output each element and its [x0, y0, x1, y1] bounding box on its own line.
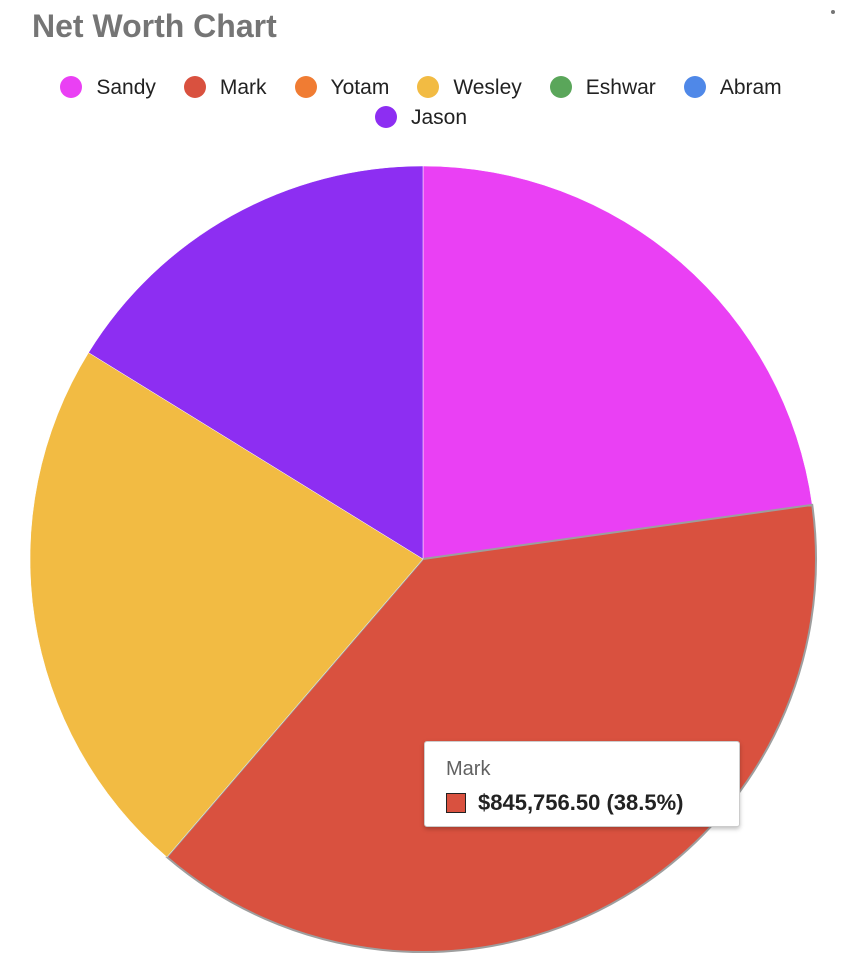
pie-slice-sandy[interactable] [422, 165, 813, 560]
pie-slice-mark[interactable] [165, 503, 817, 954]
pie-slice-jason[interactable] [88, 165, 424, 560]
legend-label: Yotam [330, 75, 390, 99]
legend-label: Eshwar [585, 75, 656, 99]
more-vert-icon[interactable] [828, 0, 838, 14]
legend-swatch [183, 76, 206, 98]
chart-title: Net Worth Chart [32, 8, 277, 44]
legend-item-jason[interactable]: Jason [374, 105, 468, 129]
chart-tooltip: Mark $845,756.50 (38.5%) [424, 741, 740, 827]
tooltip-swatch [446, 793, 466, 813]
pie-slice-wesley[interactable] [29, 352, 424, 858]
legend-item-mark[interactable]: Mark [183, 75, 267, 99]
tooltip-value: $845,756.50 (38.5%) [478, 790, 684, 815]
legend-swatch [374, 106, 397, 128]
legend-swatch [60, 76, 83, 98]
chart-legend: Sandy Mark Yotam Wesley Eshwar Abram Jason [0, 72, 842, 132]
legend-item-eshwar[interactable]: Eshwar [549, 75, 656, 99]
legend-label: Mark [219, 75, 267, 99]
legend-swatch [683, 76, 706, 98]
legend-swatch [417, 76, 440, 98]
legend-item-wesley[interactable]: Wesley [417, 75, 522, 99]
legend-label: Wesley [453, 75, 522, 99]
legend-label: Abram [719, 75, 782, 99]
legend-row: Sandy Mark Yotam Wesley Eshwar Abram [0, 72, 842, 102]
legend-row: Jason [0, 102, 842, 132]
legend-swatch [549, 76, 572, 98]
tooltip-value-row: $845,756.50 (38.5%) [446, 790, 684, 816]
legend-item-yotam[interactable]: Yotam [294, 75, 390, 99]
tooltip-series-name: Mark [446, 758, 491, 780]
legend-swatch [294, 76, 317, 98]
legend-label: Sandy [96, 75, 156, 99]
legend-label: Jason [410, 105, 468, 129]
legend-item-abram[interactable]: Abram [683, 75, 782, 99]
legend-item-sandy[interactable]: Sandy [60, 76, 156, 98]
